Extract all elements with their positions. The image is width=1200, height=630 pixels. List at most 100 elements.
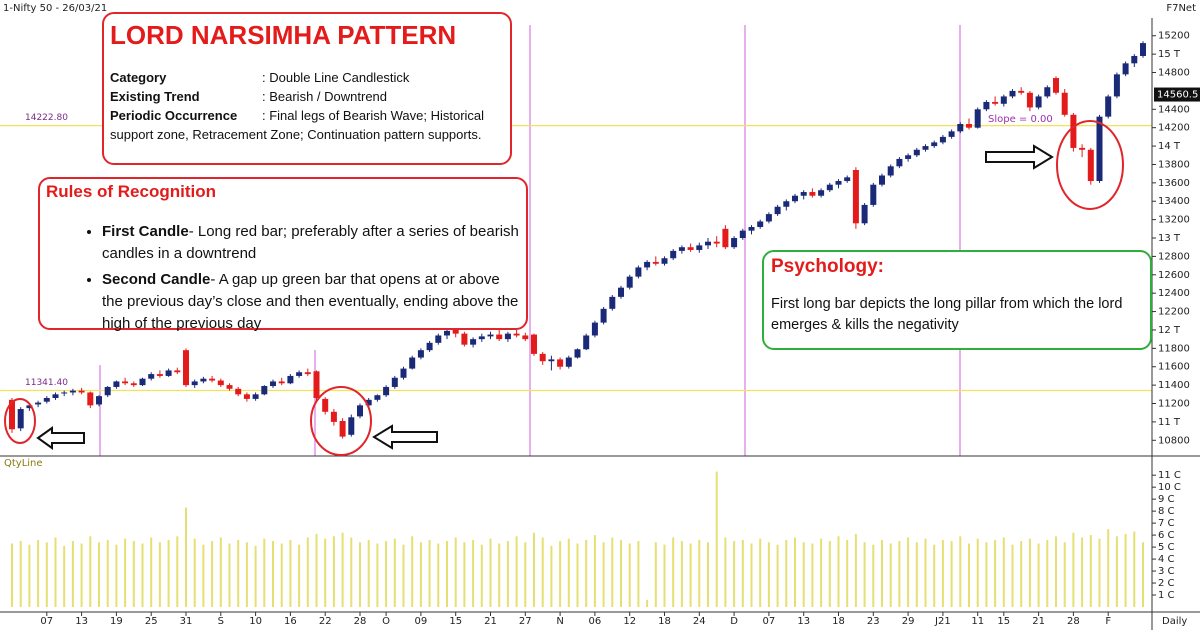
volume-bar <box>498 543 501 607</box>
x-tick-label: 11 <box>971 616 984 627</box>
candle-body <box>435 335 442 343</box>
volume-bar <box>576 543 579 607</box>
y-tick-label: 2 C <box>1158 578 1175 589</box>
y-tick-label: 8 C <box>1158 506 1175 517</box>
x-tick-label: 06 <box>589 616 602 627</box>
volume-bar <box>550 545 553 607</box>
x-tick-label: 21 <box>484 616 497 627</box>
y-tick-label: 14800 <box>1158 68 1190 79</box>
candle-body <box>765 214 772 222</box>
candle-body <box>644 261 651 268</box>
candle-body <box>235 388 242 395</box>
y-tick-label: 14200 <box>1158 123 1190 134</box>
circle <box>1056 120 1124 210</box>
y-tick-label: 15200 <box>1158 31 1190 42</box>
volume-bar <box>533 532 535 607</box>
last-price-label: 14560.5 <box>1157 90 1198 101</box>
candle-body <box>1140 43 1146 56</box>
rules-title: Rules of Recognition <box>46 182 216 201</box>
y-tick-label: 6 C <box>1158 530 1175 541</box>
candle-body <box>304 372 311 375</box>
candle-body <box>879 175 885 185</box>
candle-body <box>52 394 59 398</box>
candle-body <box>1105 96 1112 117</box>
x-tick-label: S <box>218 616 224 627</box>
y-tick-label: 12400 <box>1158 288 1190 299</box>
candle-body <box>905 155 912 159</box>
candle-body <box>452 329 459 334</box>
candle-body <box>661 258 668 264</box>
volume-bar <box>80 543 83 607</box>
volume-bar <box>680 541 683 607</box>
row-label: Existing Trend <box>110 89 200 104</box>
candle-body <box>17 409 24 429</box>
candle-body <box>470 339 477 345</box>
candle-body <box>113 381 120 387</box>
candle-body <box>670 250 677 259</box>
candle-body <box>1113 74 1120 97</box>
candle-body <box>1087 149 1094 182</box>
volume-bar <box>237 539 240 607</box>
y-tick-label: 3 C <box>1158 566 1175 577</box>
row-value: : Double Line Candlestick <box>262 70 410 85</box>
candle-body <box>974 109 981 128</box>
volume-bar <box>715 471 718 607</box>
volume-bar <box>689 543 692 607</box>
x-tick-label: 21 <box>1032 616 1045 627</box>
y-tick-label: 14400 <box>1158 104 1190 115</box>
candle-body <box>9 399 15 430</box>
candle-body <box>330 411 337 422</box>
x-tick-label: 16 <box>284 616 297 627</box>
interval-label: Daily <box>1162 616 1187 627</box>
arrow <box>372 424 438 450</box>
source-label: F7Net <box>1166 3 1196 14</box>
candle-body <box>278 381 285 384</box>
candle-body <box>774 206 781 215</box>
y-tick-label: 1 C <box>1158 590 1175 601</box>
x-tick-label: 13 <box>75 616 88 627</box>
x-tick-label: 15 <box>449 616 462 627</box>
candle-body <box>861 204 868 224</box>
month-lines <box>99 25 961 456</box>
highlight-circles <box>4 120 1124 456</box>
candle-body <box>270 381 276 387</box>
candle-body <box>531 334 537 354</box>
volume-bar <box>698 539 701 607</box>
y-tick-label: 4 C <box>1158 554 1175 565</box>
volume-bar <box>1020 541 1023 607</box>
candle-body <box>243 394 250 399</box>
candle-body <box>966 124 972 128</box>
volume-bar <box>646 599 649 607</box>
volume-bar <box>115 544 118 607</box>
candle-body <box>1018 90 1025 93</box>
volume-bar <box>1046 539 1049 607</box>
volume-bar <box>45 542 48 607</box>
volume-bar <box>907 537 910 607</box>
volume-bar <box>889 543 892 607</box>
candle-body <box>626 276 633 288</box>
x-tick-label: 07 <box>763 616 776 627</box>
volume-bar <box>211 541 214 607</box>
candle-body <box>687 247 694 250</box>
candle-body <box>583 335 590 350</box>
volume-bar <box>393 538 396 607</box>
volume-bar <box>332 536 335 607</box>
volume-bar <box>446 541 448 607</box>
candle-body <box>1000 96 1007 104</box>
volume-bar <box>37 539 40 607</box>
volume-bar <box>454 537 457 607</box>
volume-bar <box>724 537 727 607</box>
volume-bar <box>733 541 736 607</box>
volume-bar <box>707 542 709 607</box>
candle-body <box>591 322 598 336</box>
candle-body <box>870 184 877 205</box>
y-tick-label: 12200 <box>1158 307 1190 318</box>
reference-label: 11341.40 <box>25 378 68 388</box>
candle-body <box>983 101 990 110</box>
y-tick-label: 12 T <box>1158 325 1181 336</box>
y-tick-label: 15 T <box>1158 49 1181 60</box>
volume-bar <box>254 545 257 607</box>
candle-body <box>191 381 198 386</box>
volume-bar <box>741 539 744 607</box>
volume-bar <box>959 536 962 607</box>
